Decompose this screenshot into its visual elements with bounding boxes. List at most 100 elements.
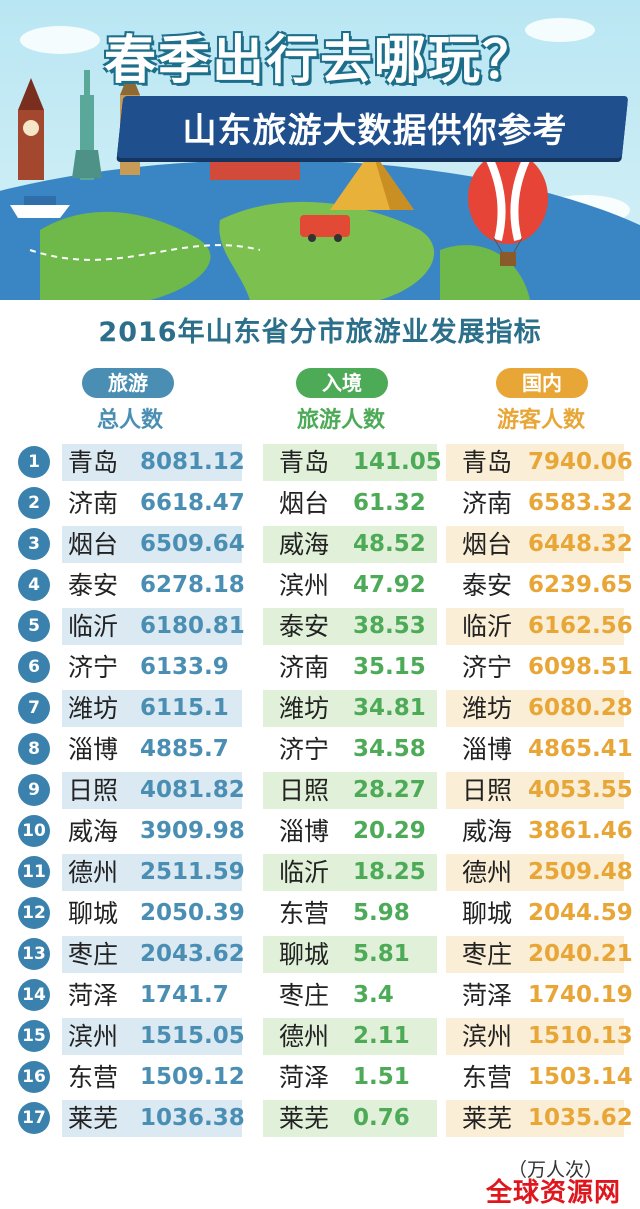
table-row: 12 聊城 2050.39 (18, 893, 245, 934)
table-cell: 莱芜 0.76 (263, 1100, 437, 1137)
table-cell: 莱芜 1035.62 (446, 1100, 633, 1137)
table-row: 1 青岛 8081.12 (18, 442, 245, 483)
table-cell: 淄博 4885.7 (62, 731, 242, 768)
city-name: 聊城 (279, 940, 330, 969)
visitor-count: 2044.59 (528, 900, 633, 926)
visitor-count: 1509.12 (140, 1064, 245, 1090)
table-row: 威海 3861.46 (446, 811, 633, 852)
rank-badge: 5 (18, 610, 50, 642)
column-header-domestic-top: 国内 (496, 368, 588, 398)
table-row: 11 德州 2511.59 (18, 852, 245, 893)
table-cell: 济南 6583.32 (446, 485, 633, 522)
table-row: 2 济南 6618.47 (18, 483, 245, 524)
city-name: 德州 (462, 858, 513, 887)
table-cell: 潍坊 6080.28 (446, 690, 633, 727)
city-name: 济宁 (279, 735, 330, 764)
table-row: 济南 6583.32 (446, 483, 633, 524)
table-cell: 枣庄 3.4 (263, 977, 437, 1014)
visitor-count: 1510.13 (528, 1023, 633, 1049)
table-row: 聊城 5.81 (263, 934, 437, 975)
city-name: 滨州 (462, 1022, 513, 1051)
visitor-count: 6509.64 (140, 531, 245, 557)
table-row: 16 东营 1509.12 (18, 1057, 245, 1098)
city-name: 济宁 (462, 653, 513, 682)
rank-badge: 1 (18, 446, 50, 478)
city-name: 淄博 (462, 735, 513, 764)
table-cell: 枣庄 2040.21 (446, 936, 633, 973)
city-name: 菏泽 (68, 981, 119, 1010)
statue-of-liberty-icon (72, 70, 102, 180)
table-cell: 日照 4081.82 (62, 772, 245, 809)
continent-icon (40, 211, 211, 300)
rank-badge: 3 (18, 528, 50, 560)
table-cell: 潍坊 6115.1 (62, 690, 242, 727)
city-name: 聊城 (462, 899, 513, 928)
visitor-count: 6133.9 (140, 654, 229, 680)
table-row: 烟台 61.32 (263, 483, 437, 524)
table-row: 滨州 47.92 (263, 565, 437, 606)
table-cell: 泰安 6239.65 (446, 567, 633, 604)
visitor-count: 38.53 (353, 613, 426, 639)
table-row: 日照 4053.55 (446, 770, 633, 811)
table-cell: 滨州 1515.05 (62, 1018, 245, 1055)
visitor-count: 47.92 (353, 572, 426, 598)
table-cell: 淄博 20.29 (263, 813, 437, 850)
table-cell: 临沂 6162.56 (446, 608, 633, 645)
table-row: 10 威海 3909.98 (18, 811, 245, 852)
visitor-count: 1036.38 (140, 1105, 245, 1131)
table-row: 东营 1503.14 (446, 1057, 633, 1098)
domestic-visitors-column: 青岛 7940.06 济南 6583.32 烟台 6448.32 泰安 6239.65 临沂 61… (446, 442, 633, 1139)
city-name: 泰安 (462, 571, 513, 600)
rank-badge: 16 (18, 1061, 50, 1093)
table-cell: 威海 48.52 (263, 526, 437, 563)
visitor-count: 6115.1 (140, 695, 229, 721)
table-row: 东营 5.98 (263, 893, 437, 934)
table-row: 枣庄 2040.21 (446, 934, 633, 975)
table-row: 潍坊 34.81 (263, 688, 437, 729)
visitor-count: 1.51 (353, 1064, 410, 1090)
visitor-count: 3861.46 (528, 818, 633, 844)
table-row: 日照 28.27 (263, 770, 437, 811)
visitor-count: 1503.14 (528, 1064, 633, 1090)
table-row: 德州 2509.48 (446, 852, 633, 893)
table-row: 临沂 6162.56 (446, 606, 633, 647)
table-cell: 烟台 61.32 (263, 485, 437, 522)
city-name: 青岛 (462, 448, 513, 477)
table-row: 滨州 1510.13 (446, 1016, 633, 1057)
table-row: 7 潍坊 6115.1 (18, 688, 242, 729)
table-row: 13 枣庄 2043.62 (18, 934, 245, 975)
rank-badge: 6 (18, 651, 50, 683)
visitor-count: 1741.7 (140, 982, 229, 1008)
visitor-count: 20.29 (353, 818, 426, 844)
table-row: 14 菏泽 1741.7 (18, 975, 242, 1016)
city-name: 日照 (68, 776, 119, 805)
city-name: 枣庄 (279, 981, 330, 1010)
city-name: 淄博 (279, 817, 330, 846)
table-row: 9 日照 4081.82 (18, 770, 245, 811)
city-name: 东营 (279, 899, 330, 928)
table-cell: 东营 1503.14 (446, 1059, 633, 1096)
city-name: 临沂 (279, 858, 330, 887)
table-cell: 泰安 6278.18 (62, 567, 245, 604)
table-cell: 潍坊 34.81 (263, 690, 437, 727)
banner-subtitle: 山东旅游大数据供你参考 (182, 111, 568, 151)
column-header-total-bottom: 总人数 (96, 408, 163, 433)
city-name: 德州 (279, 1022, 330, 1051)
visitor-count: 6080.28 (528, 695, 633, 721)
table-row: 德州 2.11 (263, 1016, 437, 1057)
visitor-count: 2511.59 (140, 859, 245, 885)
column-header-domestic-bottom: 游客人数 (496, 408, 585, 433)
table-cell: 聊城 2050.39 (62, 895, 245, 932)
city-name: 枣庄 (68, 940, 119, 969)
city-name: 青岛 (68, 448, 119, 477)
visitor-count: 1740.19 (528, 982, 633, 1008)
table-row: 济南 35.15 (263, 647, 437, 688)
table-row: 莱芜 0.76 (263, 1098, 437, 1139)
bus-icon (300, 215, 350, 242)
visitor-count: 141.05 (353, 449, 442, 475)
table-cell: 日照 28.27 (263, 772, 437, 809)
table-cell: 德州 2511.59 (62, 854, 245, 891)
rank-badge: 17 (18, 1102, 50, 1134)
visitor-count: 6180.81 (140, 613, 245, 639)
table-cell: 滨州 1510.13 (446, 1018, 633, 1055)
